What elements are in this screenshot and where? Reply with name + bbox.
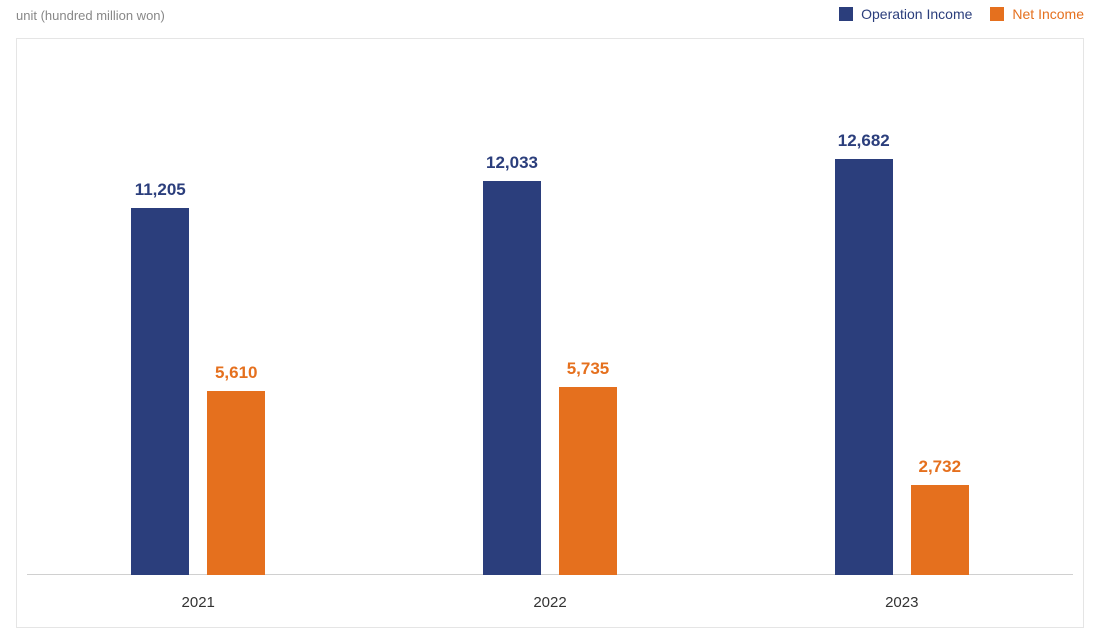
unit-label: unit (hundred million won) bbox=[16, 8, 165, 23]
x-axis-label: 2021 bbox=[138, 594, 258, 611]
bar-value-label: 5,610 bbox=[215, 363, 258, 383]
bar-wrap: 12,682 bbox=[835, 131, 893, 575]
legend-item-net-income: Net Income bbox=[990, 6, 1084, 22]
bar-value-label: 11,205 bbox=[135, 180, 186, 200]
plot-area: 11,2055,610202112,0335,735202212,6822,73… bbox=[17, 69, 1083, 575]
bar bbox=[207, 391, 265, 575]
legend-swatch-net-income bbox=[990, 7, 1004, 21]
bar bbox=[483, 181, 541, 575]
bar-group-2022: 12,0335,7352022 bbox=[483, 153, 617, 575]
legend-item-operation-income: Operation Income bbox=[839, 6, 972, 22]
x-axis-label: 2023 bbox=[842, 594, 962, 611]
bar-value-label: 2,732 bbox=[918, 457, 961, 477]
bar-value-label: 5,735 bbox=[567, 359, 610, 379]
bar-wrap: 5,735 bbox=[559, 359, 617, 575]
chart-container: 11,205 5,610 2021 12,033 5,735 2022 12,682 2,73… bbox=[16, 38, 1084, 628]
bar bbox=[911, 485, 969, 575]
bar bbox=[559, 387, 617, 575]
bar-value-label: 12,033 bbox=[486, 153, 538, 173]
legend-label-net-income: Net Income bbox=[1012, 6, 1084, 22]
bar-wrap: 5,610 bbox=[207, 363, 265, 575]
bar-wrap: 11,205 bbox=[131, 180, 189, 575]
bar-group-2021: 11,2055,6102021 bbox=[131, 180, 265, 575]
bar-wrap: 2,732 bbox=[911, 457, 969, 575]
legend-label-operation-income: Operation Income bbox=[861, 6, 972, 22]
bar-value-label: 12,682 bbox=[838, 131, 890, 151]
bar-wrap: 12,033 bbox=[483, 153, 541, 575]
legend: Operation Income Net Income bbox=[839, 6, 1084, 22]
bar-group-2023: 12,6822,7322023 bbox=[835, 131, 969, 575]
x-axis-label: 2022 bbox=[490, 594, 610, 611]
bar bbox=[131, 208, 189, 575]
bar bbox=[835, 159, 893, 575]
legend-swatch-operation-income bbox=[839, 7, 853, 21]
